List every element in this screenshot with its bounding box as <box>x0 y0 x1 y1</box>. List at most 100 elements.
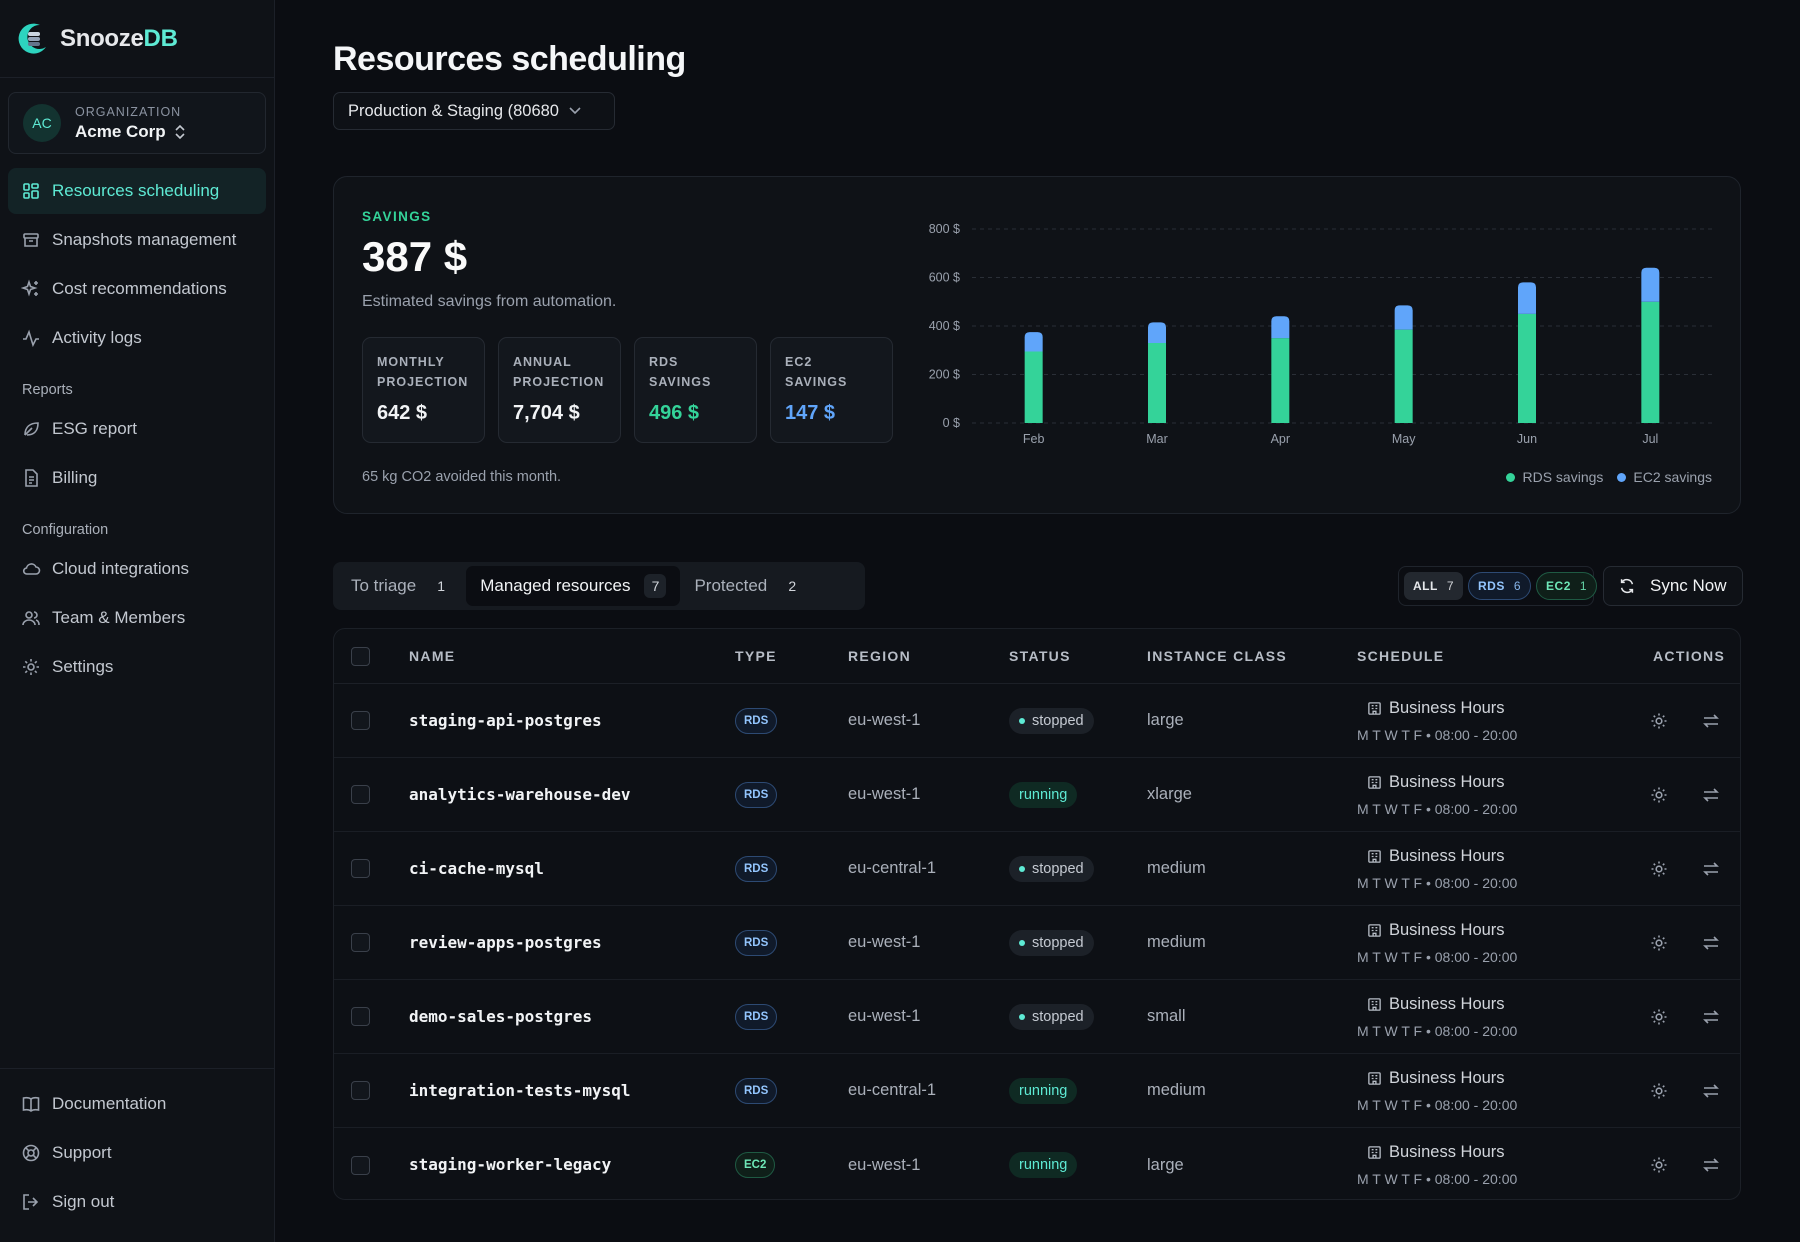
resource-name[interactable]: review-apps-postgres <box>409 932 602 952</box>
sidebar-item-sign-out[interactable]: Sign out <box>8 1179 267 1225</box>
tab-to-triage[interactable]: To triage 1 <box>337 566 466 606</box>
bar-ec2-savings <box>1518 282 1536 314</box>
sidebar-item-cost-recommendations[interactable]: Cost recommendations <box>8 266 266 312</box>
sidebar-item-label: Sign out <box>52 1192 115 1211</box>
sync-now-button[interactable]: Sync Now <box>1603 566 1743 606</box>
gear-icon[interactable] <box>1649 859 1669 879</box>
gear-icon[interactable] <box>1649 1007 1669 1027</box>
column-header-type[interactable]: TYPE <box>735 648 777 664</box>
table-row[interactable]: staging-worker-legacy EC2 eu-west-1 runn… <box>334 1128 1740 1199</box>
schedule-cell[interactable]: Business Hours M T W T F • 08:00 - 20:00 <box>1357 995 1637 1039</box>
row-checkbox[interactable] <box>351 1081 370 1100</box>
gear-icon[interactable] <box>1649 933 1669 953</box>
schedule-cell[interactable]: Business Hours M T W T F • 08:00 - 20:00 <box>1357 847 1637 891</box>
tile-label: MONTHLY PROJECTION <box>377 355 469 389</box>
cloud-icon <box>22 563 41 575</box>
table-row[interactable]: ci-cache-mysql RDS eu-central-1 stopped … <box>334 832 1740 906</box>
sidebar-footer: Documentation Support Sign out <box>0 1068 275 1242</box>
schedule-cell[interactable]: Business Hours M T W T F • 08:00 - 20:00 <box>1357 1069 1637 1113</box>
schedule-cell[interactable]: Business Hours M T W T F • 08:00 - 20:00 <box>1357 699 1637 743</box>
schedule-cell[interactable]: Business Hours M T W T F • 08:00 - 20:00 <box>1357 773 1637 817</box>
filter-rds[interactable]: RDS 6 <box>1468 572 1532 600</box>
row-checkbox[interactable] <box>351 711 370 730</box>
bar-ec2-savings <box>1148 322 1166 343</box>
swap-icon[interactable] <box>1701 933 1721 953</box>
row-checkbox[interactable] <box>351 785 370 804</box>
status-dot <box>1019 1013 1025 1020</box>
sidebar-item-esg-report[interactable]: ESG report <box>8 406 266 452</box>
environment-select[interactable]: Production & Staging (80680 <box>333 92 615 130</box>
resource-name[interactable]: ci-cache-mysql <box>409 858 544 878</box>
table-row[interactable]: analytics-warehouse-dev RDS eu-west-1 ru… <box>334 758 1740 832</box>
resource-name[interactable]: analytics-warehouse-dev <box>409 784 631 804</box>
y-tick-label: 400 $ <box>929 319 960 333</box>
table-row[interactable]: integration-tests-mysql RDS eu-central-1… <box>334 1054 1740 1128</box>
swap-icon[interactable] <box>1701 1007 1721 1027</box>
tile-label: EC2 SAVINGS <box>785 355 848 389</box>
resource-name[interactable]: demo-sales-postgres <box>409 1006 593 1026</box>
sidebar-item-cloud-integrations[interactable]: Cloud integrations <box>8 546 266 592</box>
sidebar-item-label: Resources scheduling <box>52 181 220 200</box>
swap-icon[interactable] <box>1701 711 1721 731</box>
row-checkbox[interactable] <box>351 1007 370 1026</box>
column-header-name[interactable]: NAME <box>409 648 456 664</box>
organization-switcher[interactable]: AC ORGANIZATION Acme Corp <box>8 92 266 154</box>
resource-name[interactable]: integration-tests-mysql <box>409 1080 631 1100</box>
sidebar-item-team-members[interactable]: Team & Members <box>8 595 266 641</box>
sidebar-item-activity-logs[interactable]: Activity logs <box>8 315 266 361</box>
row-checkbox[interactable] <box>351 859 370 878</box>
archive-icon <box>23 233 39 247</box>
gear-icon[interactable] <box>1649 711 1669 731</box>
table-body: staging-api-postgres RDS eu-west-1 stopp… <box>334 684 1740 1199</box>
gear-icon[interactable] <box>1649 1155 1669 1175</box>
sidebar-item-label: Activity logs <box>52 328 142 347</box>
sidebar-item-resources-scheduling[interactable]: Resources scheduling <box>8 168 266 214</box>
app-logo[interactable]: SnoozeDB <box>0 0 274 78</box>
leaf-icon <box>24 422 39 436</box>
gear-icon[interactable] <box>1649 785 1669 805</box>
y-tick-label: 800 $ <box>929 222 960 236</box>
legend-item-rds: RDS savings <box>1506 469 1603 485</box>
status-text: stopped <box>1032 712 1084 729</box>
select-all-checkbox[interactable] <box>351 646 370 666</box>
swap-icon[interactable] <box>1701 859 1721 879</box>
sidebar-item-settings[interactable]: Settings <box>8 644 266 690</box>
bar-rds-savings <box>1271 338 1290 423</box>
co2-note: 65 kg CO2 avoided this month. <box>362 469 562 485</box>
filter-all[interactable]: ALL 7 <box>1404 572 1464 600</box>
bar-rds-savings <box>1394 329 1413 423</box>
resource-name[interactable]: staging-api-postgres <box>409 710 602 730</box>
resource-name[interactable]: staging-worker-legacy <box>409 1155 612 1174</box>
table-row[interactable]: staging-api-postgres RDS eu-west-1 stopp… <box>334 684 1740 758</box>
tab-count: 7 <box>644 574 667 598</box>
table-row[interactable]: demo-sales-postgres RDS eu-west-1 stoppe… <box>334 980 1740 1054</box>
schedule-name: Business Hours <box>1389 698 1505 717</box>
schedule-cell[interactable]: Business Hours M T W T F • 08:00 - 20:00 <box>1357 921 1637 965</box>
gear-icon[interactable] <box>1649 1081 1669 1101</box>
sidebar-item-billing[interactable]: Billing <box>8 455 266 501</box>
sidebar-item-snapshots-management[interactable]: Snapshots management <box>8 217 266 263</box>
swap-icon[interactable] <box>1701 1155 1721 1175</box>
row-checkbox[interactable] <box>351 933 370 952</box>
row-checkbox[interactable] <box>351 1155 370 1175</box>
tile-value: 496 $ <box>649 402 700 424</box>
swap-icon[interactable] <box>1701 1081 1721 1101</box>
schedule-cell[interactable]: Business Hours M T W T F • 08:00 - 20:00 <box>1357 1143 1637 1187</box>
app-name: SnoozeDB <box>60 24 178 52</box>
tab-protected[interactable]: Protected 2 <box>680 566 817 606</box>
swap-icon[interactable] <box>1701 785 1721 805</box>
sidebar-item-support[interactable]: Support <box>8 1130 267 1176</box>
tab-managed-resources[interactable]: Managed resources 7 <box>466 566 681 606</box>
type-badge: RDS <box>735 1077 778 1104</box>
column-header-schedule[interactable]: SCHEDULE <box>1357 648 1445 664</box>
column-header-status[interactable]: STATUS <box>1009 648 1071 664</box>
filter-ec2[interactable]: EC2 1 <box>1536 572 1598 600</box>
column-header-region[interactable]: REGION <box>848 648 912 664</box>
table-row[interactable]: review-apps-postgres RDS eu-west-1 stopp… <box>334 906 1740 980</box>
chart-legend: RDS savings EC2 savings <box>1506 469 1712 485</box>
tab-label: Protected <box>694 576 768 595</box>
column-header-instance-class[interactable]: INSTANCE CLASS <box>1147 648 1288 664</box>
x-tick-label: Jul <box>1642 432 1658 446</box>
sidebar-item-documentation[interactable]: Documentation <box>8 1081 267 1127</box>
bar-rds-savings <box>1024 351 1043 423</box>
